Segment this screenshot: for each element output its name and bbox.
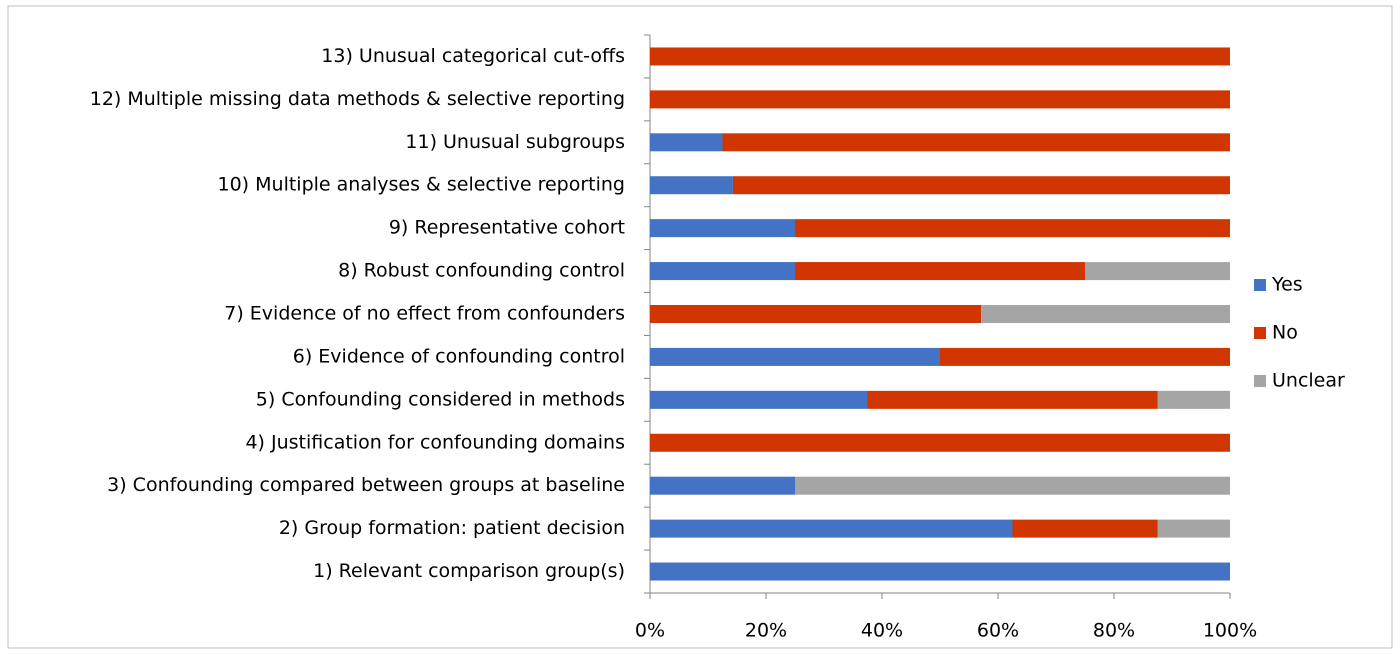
bar-segment — [650, 305, 982, 323]
legend-swatch — [1254, 327, 1266, 339]
y-tick-label: 6) Evidence of confounding control — [293, 345, 625, 367]
x-tick-label: 80% — [1093, 620, 1135, 642]
bar-segment — [732, 176, 1230, 195]
y-tick-label: 8) Robust confounding control — [338, 260, 625, 282]
y-tick-label: 4) Justification for confounding domains — [245, 431, 625, 453]
bar-segment — [650, 47, 1230, 66]
bar-segment — [1085, 262, 1230, 281]
bar-segment — [795, 476, 1230, 495]
bar-segment — [1012, 519, 1158, 538]
bar-segment — [1157, 519, 1230, 538]
y-tick-label: 13) Unusual categorical cut-offs — [321, 45, 625, 67]
y-tick-label: 9) Representative cohort — [389, 217, 625, 239]
legend-label: Yes — [1271, 274, 1303, 296]
bar-segment — [650, 562, 1230, 581]
bar-segment — [795, 219, 1230, 238]
y-tick-label: 2) Group formation: patient decision — [279, 517, 625, 539]
bar-segment — [867, 390, 1158, 409]
bar-segment — [722, 133, 1230, 152]
bar-segment — [650, 133, 723, 152]
chart-border — [7, 5, 1393, 649]
x-tick-label: 20% — [745, 620, 787, 642]
y-tick-label: 10) Multiple analyses & selective report… — [218, 174, 626, 196]
y-tick-label: 5) Confounding considered in methods — [256, 388, 625, 410]
bar-segment — [650, 219, 795, 238]
bar-segment — [650, 262, 795, 281]
bar-segment — [650, 176, 733, 195]
legend-swatch — [1254, 279, 1266, 291]
y-tick-label: 12) Multiple missing data methods & sele… — [90, 88, 625, 110]
bar-segment — [795, 262, 1085, 281]
legend-swatch — [1254, 375, 1266, 387]
x-tick-label: 40% — [861, 620, 903, 642]
bar-segment — [650, 390, 868, 409]
x-tick-label: 100% — [1203, 620, 1257, 642]
legend-label: No — [1272, 322, 1298, 344]
bar-segment — [940, 347, 1230, 366]
bar-segment — [1157, 390, 1230, 409]
y-tick-label: 3) Confounding compared between groups a… — [107, 474, 625, 496]
x-tick-label: 60% — [977, 620, 1019, 642]
bar-segment — [650, 90, 1230, 109]
bar-segment — [650, 519, 1013, 538]
y-tick-label: 11) Unusual subgroups — [405, 131, 625, 153]
y-tick-label: 1) Relevant comparison group(s) — [313, 560, 625, 582]
y-tick-label: 7) Evidence of no effect from confounder… — [224, 303, 625, 325]
legend-label: Unclear — [1272, 370, 1345, 392]
x-tick-label: 0% — [635, 620, 665, 642]
bar-segment — [650, 476, 795, 495]
bar-segment — [650, 433, 1230, 452]
bar-segment — [650, 347, 940, 366]
bar-segment — [981, 305, 1230, 323]
